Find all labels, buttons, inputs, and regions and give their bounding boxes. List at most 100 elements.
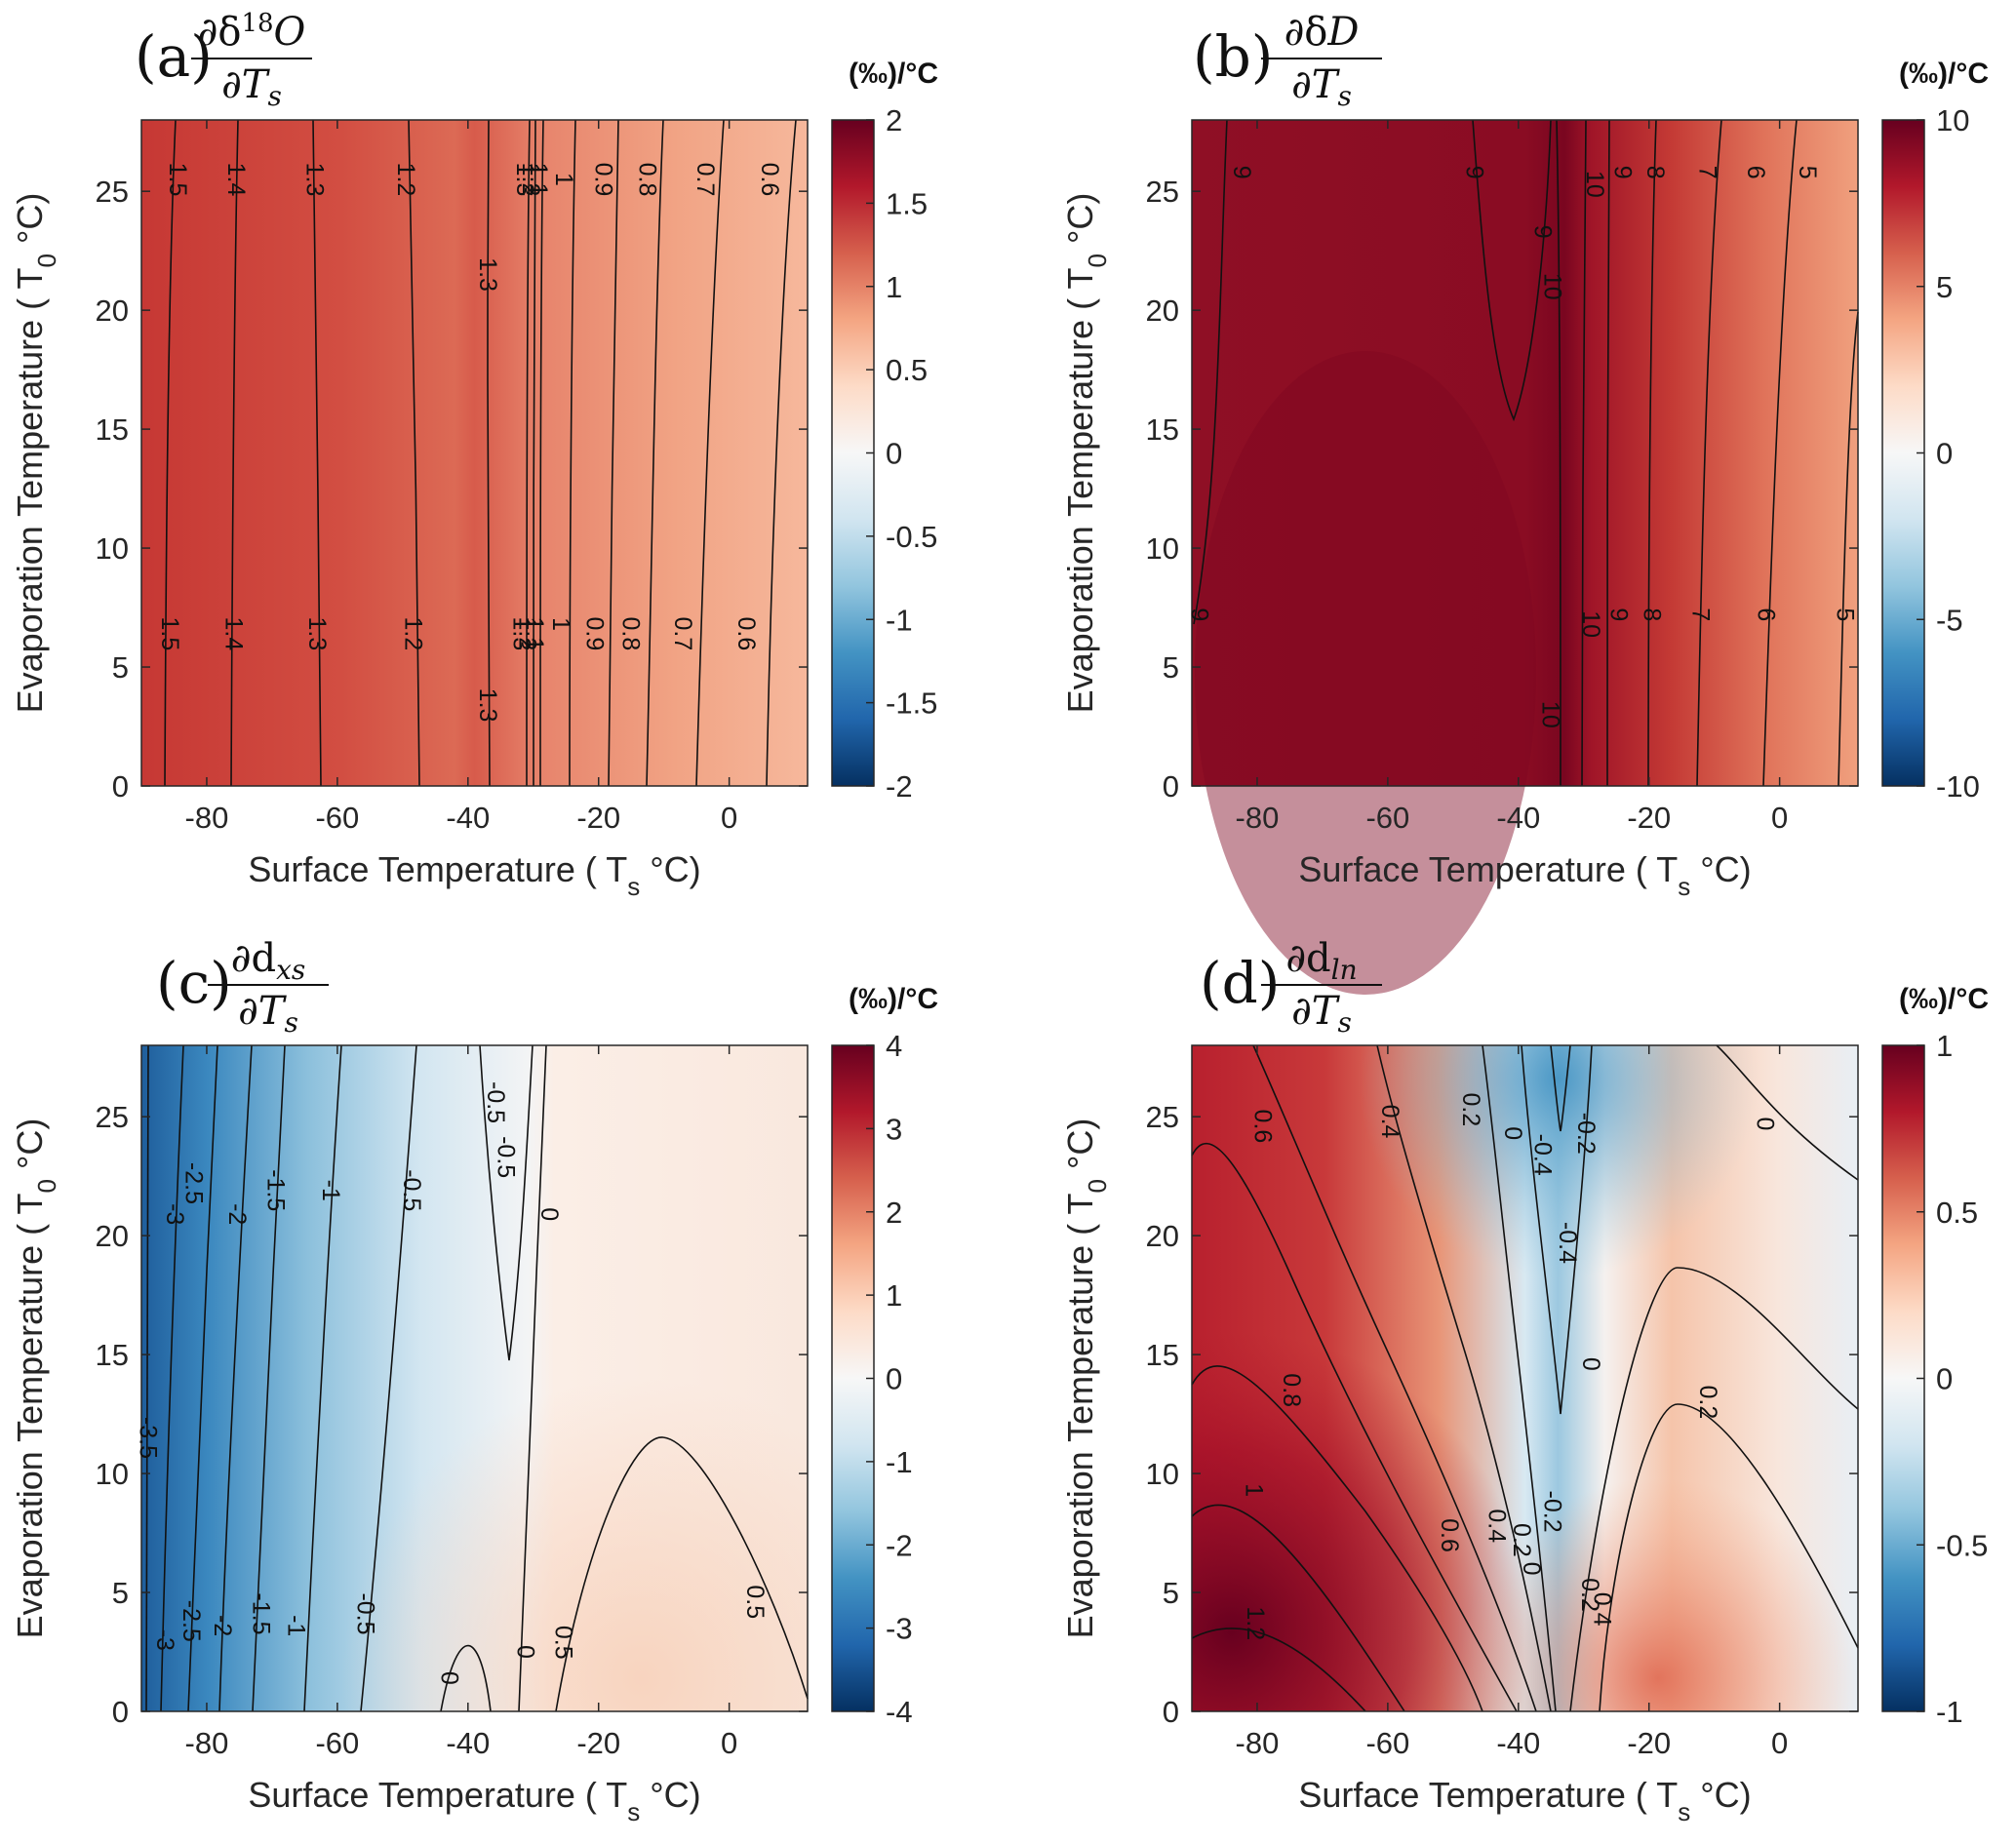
- colorbar-tick-label: -0.5: [1936, 1528, 1988, 1562]
- contour-label: 5: [1794, 166, 1821, 179]
- contour-label: 8: [1638, 608, 1665, 621]
- x-tick-label: -40: [1496, 801, 1540, 835]
- contour-label: -0.5: [352, 1592, 379, 1634]
- contour-label: 9: [1460, 166, 1487, 179]
- contour-label: 0.2: [1576, 1578, 1603, 1612]
- contour-label: 1.3: [303, 617, 331, 651]
- contour-labels-layer: 1.5 1.4 1.3 1.21.31.31.21.11 0.9 0.8 0.7 0.61.5…: [135, 163, 1859, 1685]
- colorbar-tick-label: 0.5: [886, 353, 928, 387]
- y-tick-label: 20: [1146, 294, 1179, 328]
- x-tick-label: -20: [576, 1726, 620, 1760]
- contour-label: 1.3: [474, 688, 501, 723]
- panel-d-frame: [1191, 1044, 1859, 1712]
- contour-label: 1.2: [1242, 1606, 1269, 1640]
- contour-label: 0.2: [1508, 1523, 1535, 1557]
- colorbar-tick-label: -1: [1936, 1695, 1963, 1729]
- panel-title: ∂dln∂Ts: [1261, 936, 1382, 1039]
- y-axis-label: Evaporation Temperature ( T0 °C): [1060, 1118, 1112, 1639]
- colorbar-tick-label: 0: [886, 1362, 902, 1396]
- colorbar-tick-label: -2: [886, 769, 913, 804]
- contour-label: 9: [1529, 225, 1557, 239]
- contour-label: 1: [550, 173, 577, 186]
- title-numerator: ∂δ18O: [198, 9, 306, 55]
- contour-label: 0: [435, 1671, 462, 1685]
- contour-label: 0: [535, 1207, 563, 1221]
- colorbar-tick-label: 1: [886, 270, 902, 304]
- contour-label: 1.2: [517, 163, 544, 197]
- contour-label: 8: [1641, 166, 1669, 179]
- contour-label: -0.4: [1529, 1134, 1557, 1176]
- contour-label: 7: [1687, 608, 1715, 621]
- y-tick-label: 0: [1163, 769, 1179, 804]
- colorbar-tick-label: 5: [1936, 270, 1953, 304]
- x-tick-label: 0: [1771, 1726, 1788, 1760]
- contour-label: 0: [512, 1645, 539, 1659]
- contour-label: 0: [1577, 1357, 1604, 1371]
- y-tick-label: 10: [1146, 531, 1179, 566]
- x-tick-label: -60: [315, 1726, 359, 1760]
- x-tick-label: 0: [721, 1726, 737, 1760]
- y-tick-label: 10: [1146, 1457, 1179, 1491]
- x-tick-label: -20: [1627, 1726, 1671, 1760]
- contour-label: 0.4: [1376, 1105, 1403, 1139]
- title-numerator: ∂dln: [1285, 936, 1357, 986]
- panel-title: ∂δD ∂Ts: [1261, 10, 1382, 112]
- panel-c: [141, 1044, 809, 1712]
- x-tick-label: -40: [1496, 1726, 1540, 1760]
- y-tick-label: 25: [1146, 175, 1179, 209]
- colorbar-tick-label: 4: [886, 1029, 902, 1063]
- contour-label: 9: [1608, 166, 1636, 179]
- colorbar-tick-label: -10: [1936, 769, 1980, 804]
- contour-label: 0.7: [692, 163, 719, 197]
- x-tick-label: -60: [315, 801, 359, 835]
- contour-label: 0.4: [1483, 1509, 1511, 1543]
- colorbar-tick-label: -1.5: [886, 687, 937, 721]
- contour-label: 9: [1185, 608, 1212, 621]
- contour-label: 7: [1693, 166, 1720, 179]
- panel-label: (c): [156, 950, 232, 1016]
- panel-d: [1191, 1044, 1859, 1712]
- contour-label: 0.8: [633, 163, 660, 197]
- panel-c-frame: [140, 1044, 809, 1712]
- contour-label: 1.3: [300, 163, 328, 197]
- x-axis-label: Surface Temperature ( Ts °C): [1298, 1775, 1751, 1826]
- x-tick-label: -80: [185, 801, 229, 835]
- y-tick-label: 20: [96, 294, 129, 328]
- contour-label: 0.6: [756, 163, 783, 197]
- colorbar-tick-label: 2: [886, 103, 902, 137]
- panel-label: (b): [1193, 23, 1273, 90]
- x-axis-label: Surface Temperature ( Ts °C): [248, 1775, 700, 1826]
- contour-label: 1: [1241, 1483, 1268, 1497]
- panel-label: (a): [135, 23, 213, 90]
- colorbar-tick-label: 0: [1936, 1362, 1953, 1396]
- contour-label: 0.9: [589, 163, 616, 197]
- units-label: (‰)/°C: [1899, 58, 1989, 90]
- x-tick-label: -20: [1627, 801, 1671, 835]
- y-tick-label: 15: [96, 1338, 129, 1372]
- contour-label: 10: [1537, 701, 1564, 728]
- panel-title: ∂δ18O ∂Ts: [191, 9, 312, 112]
- y-tick-label: 5: [112, 1576, 129, 1610]
- colorbar-tick-label: 3: [886, 1112, 902, 1146]
- panel-a-contours: [164, 119, 797, 787]
- panel-a-frame: [140, 119, 809, 787]
- panel-b-contours: [1193, 119, 1859, 787]
- y-axis-label: Evaporation Temperature ( T0 °C): [10, 1118, 61, 1639]
- contour-label: -2.5: [178, 1600, 205, 1642]
- contour-label: 0: [1518, 1562, 1545, 1576]
- contour-label: 1.3: [511, 163, 538, 197]
- contour-label: 0.5: [550, 1626, 577, 1660]
- contour-label: 5: [1832, 608, 1859, 621]
- y-tick-label: 0: [1163, 1695, 1179, 1729]
- title-denominator: ∂Ts: [1291, 989, 1352, 1039]
- colorbar-tick-label: -1: [886, 603, 913, 637]
- contour-label: 1.1: [525, 163, 552, 197]
- panel-b-frame: [1191, 119, 1859, 787]
- colorbar-tick-label: 0.5: [1936, 1196, 1978, 1230]
- contour-label: 10: [1577, 610, 1604, 638]
- colorbar-tick-label: 0: [1936, 437, 1953, 471]
- contour-label: 6: [1753, 608, 1780, 621]
- contour-label: -3.5: [135, 1417, 162, 1459]
